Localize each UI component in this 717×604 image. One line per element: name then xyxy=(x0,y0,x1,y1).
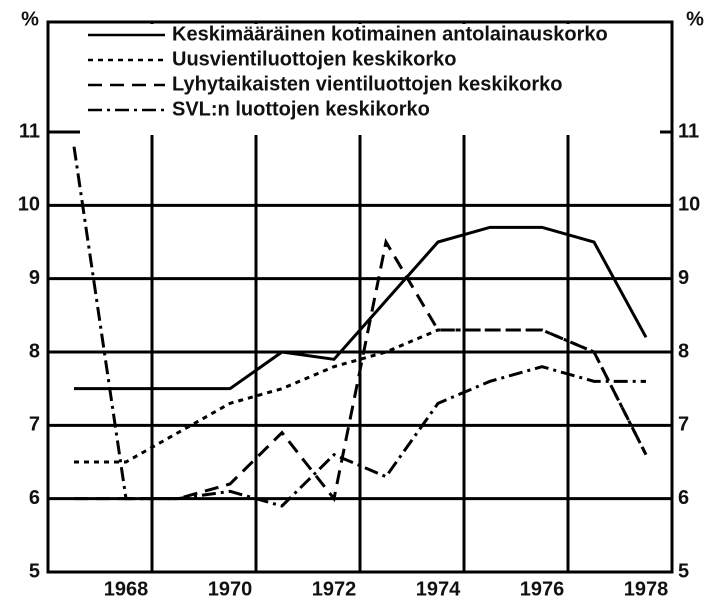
x-tick-label: 1970 xyxy=(208,578,253,600)
series-line xyxy=(74,328,648,464)
legend-label: SVL:n luottojen keskikorko xyxy=(172,98,430,120)
y2-axis-label: % xyxy=(686,8,704,30)
y2-tick-label: 11 xyxy=(678,120,699,142)
y2-tick-label: 9 xyxy=(678,267,689,289)
x-tick-label: 1972 xyxy=(312,578,357,600)
y2-tick-label: 5 xyxy=(678,560,689,582)
y-tick-label: 11 xyxy=(19,120,40,142)
plot-frame xyxy=(46,20,674,574)
x-tick-label: 1968 xyxy=(104,578,149,600)
y-tick-label: 6 xyxy=(29,487,40,509)
y-tick-label: 10 xyxy=(18,194,40,216)
legend-background xyxy=(80,24,660,135)
series-line xyxy=(74,225,648,391)
legend-label: Uusvientiluottojen keskikorko xyxy=(172,48,457,70)
x-tick-label: 1974 xyxy=(416,578,461,600)
y-tick-label: 9 xyxy=(29,267,40,289)
x-tick-label: 1978 xyxy=(624,578,669,600)
y2-tick-label: 6 xyxy=(678,487,689,509)
legend: Keskimääräinen kotimainen antolainauskor… xyxy=(80,23,660,135)
legend-label: Lyhytaikaisten vientiluottojen keskikork… xyxy=(172,73,563,95)
y2-tick-label: 7 xyxy=(678,414,689,436)
y-tick-label: 8 xyxy=(29,340,40,362)
y-tick-label: 5 xyxy=(29,560,40,582)
x-tick-label: 1976 xyxy=(520,578,565,600)
y2-tick-label: 8 xyxy=(678,340,689,362)
series-line xyxy=(72,146,646,508)
legend-label: Keskimääräinen kotimainen antolainauskor… xyxy=(172,23,608,45)
y2-tick-label: 10 xyxy=(678,194,700,216)
y-tick-label: 7 xyxy=(29,414,40,436)
y-axis-label: % xyxy=(21,8,39,30)
